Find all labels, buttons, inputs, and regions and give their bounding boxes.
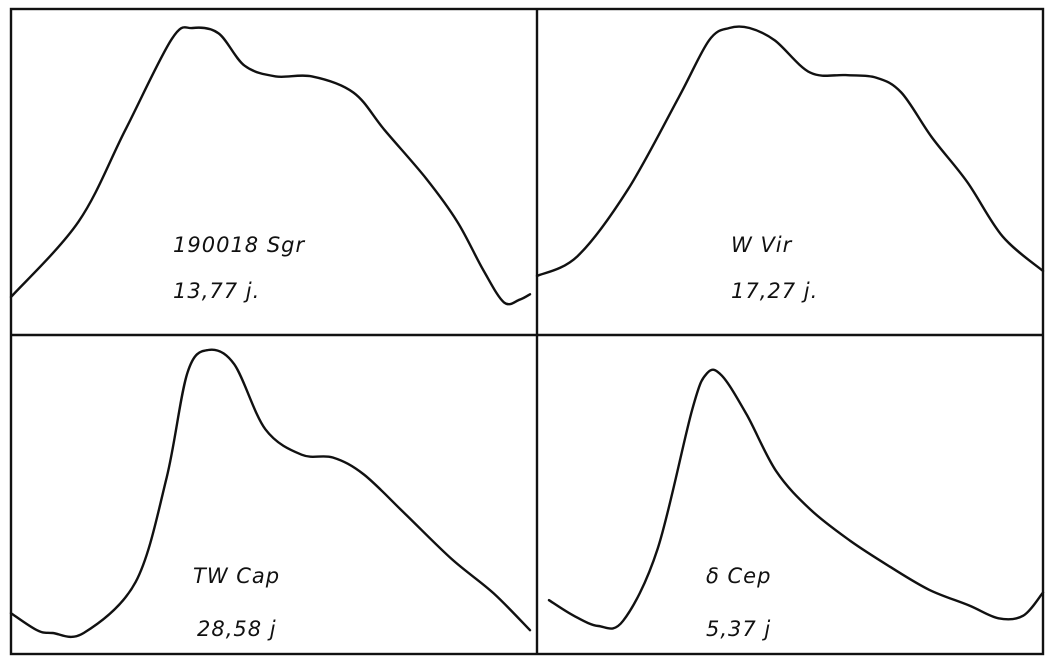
star-name-w-vir: W Vir bbox=[731, 233, 793, 257]
period-tw-cap: 28,58 j bbox=[197, 617, 277, 641]
period-190018-sgr: 13,77 j. bbox=[173, 279, 260, 303]
period-w-vir: 17,27 j. bbox=[731, 279, 818, 303]
light-curve-w-vir bbox=[535, 25, 1045, 278]
star-name-tw-cap: TW Cap bbox=[193, 564, 280, 588]
panel-tw-cap: TW Cap 28,58 j bbox=[9, 348, 532, 641]
panel-w-vir: W Vir 17,27 j. bbox=[535, 25, 1045, 303]
figure-border bbox=[9, 7, 1045, 656]
panel-delta-cep: δ Cep 5,37 j bbox=[547, 368, 1045, 641]
panel-190018-sgr: 190018 Sgr 13,77 j. bbox=[9, 26, 532, 306]
star-name-delta-cep: δ Cep bbox=[706, 564, 771, 588]
light-curve-delta-cep bbox=[547, 368, 1045, 630]
star-name-190018-sgr: 190018 Sgr bbox=[173, 233, 306, 257]
light-curve-190018-sgr bbox=[9, 26, 532, 306]
period-delta-cep: 5,37 j bbox=[706, 617, 771, 641]
light-curve-tw-cap bbox=[9, 348, 532, 639]
